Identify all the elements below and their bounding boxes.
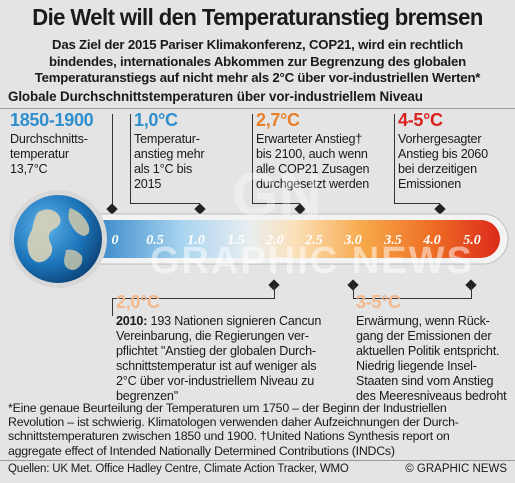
watermark-text: GRAPHIC NEWS bbox=[150, 240, 474, 282]
callout-line: durchgesetzt werden bbox=[256, 177, 370, 191]
callout-line-text: 193 Nationen signieren Cancun bbox=[147, 314, 322, 328]
scale-label: 4.0 bbox=[422, 233, 441, 248]
callout-line: alle COP21 Zusagen bbox=[256, 162, 370, 176]
callout-connector bbox=[252, 114, 253, 204]
callout-4-5: 4-5°C Vorhergesagter Anstieg bis 2060 be… bbox=[398, 110, 488, 192]
watermark-logo: GN bbox=[232, 161, 322, 228]
thermometer-fill bbox=[46, 220, 500, 258]
callout-text: Durchschnitts- temperatur 13,7°C bbox=[10, 132, 93, 177]
section-heading: Globale Durchschnittstemperaturen über v… bbox=[8, 89, 423, 104]
scale-label: 1.0 bbox=[187, 233, 205, 248]
callout-line: anstieg mehr bbox=[134, 147, 205, 161]
scale-label: 3.0 bbox=[343, 233, 362, 248]
globe-icon bbox=[14, 195, 102, 283]
callout-connector bbox=[394, 203, 440, 204]
callout-connector bbox=[112, 114, 113, 214]
credit-text: © GRAPHIC NEWS bbox=[405, 463, 507, 475]
callout-3-5: 3-5°C Erwärmung, wenn Rück- gang der Emi… bbox=[356, 292, 507, 404]
callout-2-7: 2,7°C Erwarteter Anstieg† bis 2100, auch… bbox=[256, 110, 370, 192]
footnote-line: *Eine genaue Beurteilung der Temperature… bbox=[8, 401, 447, 415]
callout-line: 2°C über vor-industriellem Niveau zu bbox=[116, 374, 315, 388]
scale-label: 1.5 bbox=[227, 233, 245, 248]
callout-text: Vorhergesagter Anstieg bis 2060 bei derz… bbox=[398, 132, 488, 192]
callout-line: pflichtet "Anstieg der globalen Durch- bbox=[116, 344, 316, 358]
callout-line: Erwärmung, wenn Rück- bbox=[356, 314, 490, 328]
callout-line: Emissionen bbox=[398, 177, 462, 191]
callout-line: Temperatur- bbox=[134, 132, 200, 146]
callout-text: Erwärmung, wenn Rück- gang der Emissione… bbox=[356, 314, 507, 404]
callout-line: bei derzeitigen bbox=[398, 162, 477, 176]
callout-line: Staaten sind vom Anstieg bbox=[356, 374, 494, 388]
callout-line: begrenzen" bbox=[116, 389, 178, 403]
callout-connector bbox=[112, 298, 275, 299]
scale-label: 2.0 bbox=[265, 233, 284, 248]
callout-connector bbox=[353, 298, 471, 299]
footnote-line: schnittstemperaturen zwischen 1850 und 1… bbox=[8, 429, 450, 444]
callout-connector bbox=[274, 285, 275, 299]
callout-value: 2,7°C bbox=[256, 110, 300, 130]
callout-connector bbox=[112, 298, 113, 316]
page-title: Die Welt will den Temperaturanstieg brem… bbox=[32, 4, 483, 30]
callout-line: Vereinbarung, die Regierungen ver- bbox=[116, 329, 309, 343]
intro-line: Das Ziel der 2015 Pariser Klimakonferenz… bbox=[52, 37, 463, 52]
callout-line: 2010: 193 Nationen signieren Cancun bbox=[116, 314, 321, 329]
callout-value: 2,0°C bbox=[116, 292, 160, 312]
callout-connector bbox=[353, 285, 354, 299]
callout-value: 1850-1900 bbox=[10, 110, 94, 130]
callout-connector bbox=[130, 114, 131, 204]
footnote: *Eine genaue Beurteilung der Temperature… bbox=[8, 401, 510, 458]
callout-connector bbox=[394, 114, 395, 204]
callout-line: Erwarteter Anstieg† bbox=[256, 132, 363, 146]
scale-label: 0.5 bbox=[146, 233, 164, 248]
callout-line: aktuellen Politik entspricht. bbox=[356, 344, 500, 358]
callout-line: als 1°C bis bbox=[134, 162, 193, 176]
globe-continent bbox=[64, 249, 83, 270]
callout-value: 1,0°C bbox=[134, 110, 178, 130]
callout-line: gang der Emissionen der bbox=[356, 329, 492, 343]
callout-text: Temperatur- anstieg mehr als 1°C bis 201… bbox=[134, 132, 205, 192]
callout-2-0: 2,0°C 2010: 193 Nationen signieren Cancu… bbox=[116, 292, 321, 404]
callout-1850-1900: 1850-1900 Durchschnitts- temperatur 13,7… bbox=[10, 110, 94, 177]
scale-label: 3.5 bbox=[383, 233, 402, 248]
callout-line: Vorhergesagter bbox=[398, 132, 482, 146]
callout-1-0: 1,0°C Temperatur- anstieg mehr als 1°C b… bbox=[134, 110, 205, 192]
intro-line: bindendes, internationales Abkommen zur … bbox=[48, 53, 467, 69]
intro-line: Temperaturanstiegs auf nicht mehr als 2°… bbox=[34, 70, 481, 85]
thermometer-graphic: 0 0.5 1.0 1.5 2.0 2.5 3.0 3.5 4.0 5.0 bbox=[9, 190, 509, 288]
callout-line: Durchschnitts- bbox=[10, 132, 88, 146]
callout-connector bbox=[130, 203, 200, 204]
callout-value: 4-5°C bbox=[398, 110, 443, 130]
globe-continent bbox=[68, 208, 90, 236]
globe-continent bbox=[27, 209, 61, 263]
callout-line: des Meeresniveaus bedroht bbox=[356, 389, 507, 403]
callout-connector bbox=[252, 203, 300, 204]
intro-text: Das Ziel der 2015 Pariser Klimakonferenz… bbox=[0, 37, 515, 87]
callout-line: schnittstemperatur ist auf weniger als bbox=[116, 359, 317, 373]
scale-label: 0 bbox=[112, 233, 119, 248]
callout-text: Erwarteter Anstieg† bis 2100, auch wenn … bbox=[256, 132, 370, 192]
callout-line: Niedrig liegende Insel- bbox=[356, 359, 477, 373]
divider bbox=[0, 460, 515, 461]
callout-connector bbox=[471, 285, 472, 299]
scale-label: 5.0 bbox=[463, 233, 481, 248]
callout-lead: 2010: bbox=[116, 314, 148, 328]
sources-text: Quellen: UK Met. Office Hadley Centre, C… bbox=[8, 463, 349, 475]
callout-text: 2010: 193 Nationen signieren Cancun Vere… bbox=[116, 314, 321, 404]
callout-line: temperatur bbox=[10, 147, 69, 161]
scale-label: 2.5 bbox=[304, 233, 323, 248]
callout-line: bis 2100, auch wenn bbox=[256, 147, 368, 161]
footnote-line: aggregate effect of Intended Nationally … bbox=[8, 443, 395, 458]
callout-line: 2015 bbox=[134, 177, 162, 191]
divider bbox=[0, 108, 515, 109]
callout-line: 13,7°C bbox=[10, 162, 48, 176]
footnote-line: Revolution – ist schwierig. Klimatologen… bbox=[8, 415, 459, 430]
callout-line: Anstieg bis 2060 bbox=[398, 147, 488, 161]
callout-value: 3-5°C bbox=[356, 292, 401, 312]
